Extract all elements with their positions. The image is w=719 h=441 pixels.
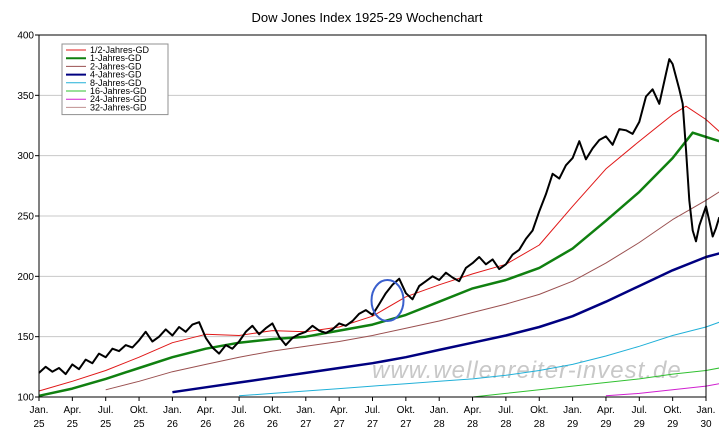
x-tick-year: 29 <box>667 419 679 430</box>
legend-label: 16-Jahres-GD <box>90 86 147 96</box>
x-tick-year: 26 <box>267 419 279 430</box>
x-tick-year: 26 <box>167 419 179 430</box>
legend-box <box>61 43 169 116</box>
series-line-1-jahres-gd <box>38 131 719 398</box>
annotation-ellipse <box>370 278 405 322</box>
series-line-8-jahres-gd <box>239 321 719 397</box>
legend-label: 8-Jahres-GD <box>90 78 142 88</box>
x-tick-year: 25 <box>33 419 45 430</box>
x-tick-month: Apr. <box>464 405 482 416</box>
x-tick-month: Jan. <box>697 405 716 416</box>
x-tick-year: 25 <box>67 419 79 430</box>
series-line-24-jahres-gd <box>605 383 719 397</box>
legend-label: 32-Jahres-GD <box>90 102 147 112</box>
x-tick-month: Jan. <box>296 405 315 416</box>
x-tick-month: Jul. <box>632 405 648 416</box>
x-tick-year: 28 <box>467 419 479 430</box>
plot-frame <box>38 34 707 398</box>
x-tick-month: Okt. <box>530 405 548 416</box>
x-tick-year: 29 <box>634 419 646 430</box>
annotation-layer <box>370 278 405 322</box>
x-tick-year: 26 <box>200 419 212 430</box>
chart-title: Dow Jones Index 1925-29 Wochenchart <box>251 10 482 25</box>
index-line-group <box>38 58 719 376</box>
y-tick-label: 400 <box>17 31 34 42</box>
x-tick-year: 30 <box>700 419 712 430</box>
index-line <box>38 58 719 376</box>
x-tick-year: 27 <box>334 419 346 430</box>
x-tick-year: 28 <box>534 419 546 430</box>
y-tick-label: 200 <box>17 272 34 283</box>
x-tick-month: Apr. <box>597 405 615 416</box>
x-tick-year: 26 <box>234 419 246 430</box>
x-tick-month: Okt. <box>263 405 281 416</box>
x-tick-month: Jul. <box>231 405 247 416</box>
x-tick-year: 29 <box>567 419 579 430</box>
x-tick-year: 29 <box>600 419 612 430</box>
y-tick-label: 350 <box>17 91 34 102</box>
x-tick-month: Jan. <box>430 405 449 416</box>
x-tick-month: Apr. <box>197 405 215 416</box>
legend-label: 2-Jahres-GD <box>90 61 142 71</box>
legend: 1/2-Jahres-GD1-Jahres-GD2-Jahres-GD4-Jah… <box>61 43 169 116</box>
x-tick-month: Jul. <box>98 405 114 416</box>
legend-label: 1/2-Jahres-GD <box>90 45 150 55</box>
x-tick-month: Jul. <box>365 405 381 416</box>
x-tick-year: 27 <box>300 419 312 430</box>
x-tick-year: 27 <box>367 419 379 430</box>
x-tick-month: Jan. <box>163 405 182 416</box>
x-tick-year: 25 <box>133 419 145 430</box>
y-axis-ticks: 100 150 200 250 300 350 400 <box>17 31 39 404</box>
legend-label: 1-Jahres-GD <box>90 53 142 63</box>
x-tick-month: Apr. <box>63 405 81 416</box>
y-tick-label: 150 <box>17 332 34 343</box>
y-tick-label: 300 <box>17 151 34 162</box>
series-line-2-jahres-gd <box>105 191 719 391</box>
watermark: www.wellenreiter-invest.de <box>372 357 682 384</box>
x-tick-month: Jul. <box>498 405 514 416</box>
x-tick-year: 28 <box>500 419 512 430</box>
x-tick-month: Apr. <box>330 405 348 416</box>
legend-label: 4-Jahres-GD <box>90 70 142 80</box>
x-tick-month: Jan. <box>30 405 49 416</box>
x-tick-month: Jan. <box>563 405 582 416</box>
legend-label: 24-Jahres-GD <box>90 94 147 104</box>
x-axis-ticks: Jan. 25 Apr. 25 Jul. 25 Okt. 25 Jan. 26 Apr. 26 Jul.… <box>30 397 716 430</box>
x-tick-year: 25 <box>100 419 112 430</box>
y-tick-label: 250 <box>17 212 34 223</box>
x-tick-year: 28 <box>434 419 446 430</box>
x-tick-month: Okt. <box>130 405 148 416</box>
x-tick-month: Okt. <box>397 405 415 416</box>
series-line-16-jahres-gd <box>472 367 719 398</box>
series-lines <box>38 105 719 398</box>
series-line-1-2-jahres-gd <box>38 105 719 392</box>
y-tick-label: 100 <box>17 393 34 404</box>
x-tick-year: 27 <box>400 419 412 430</box>
series-line-4-jahres-gd <box>172 252 719 394</box>
x-tick-month: Okt. <box>663 405 681 416</box>
